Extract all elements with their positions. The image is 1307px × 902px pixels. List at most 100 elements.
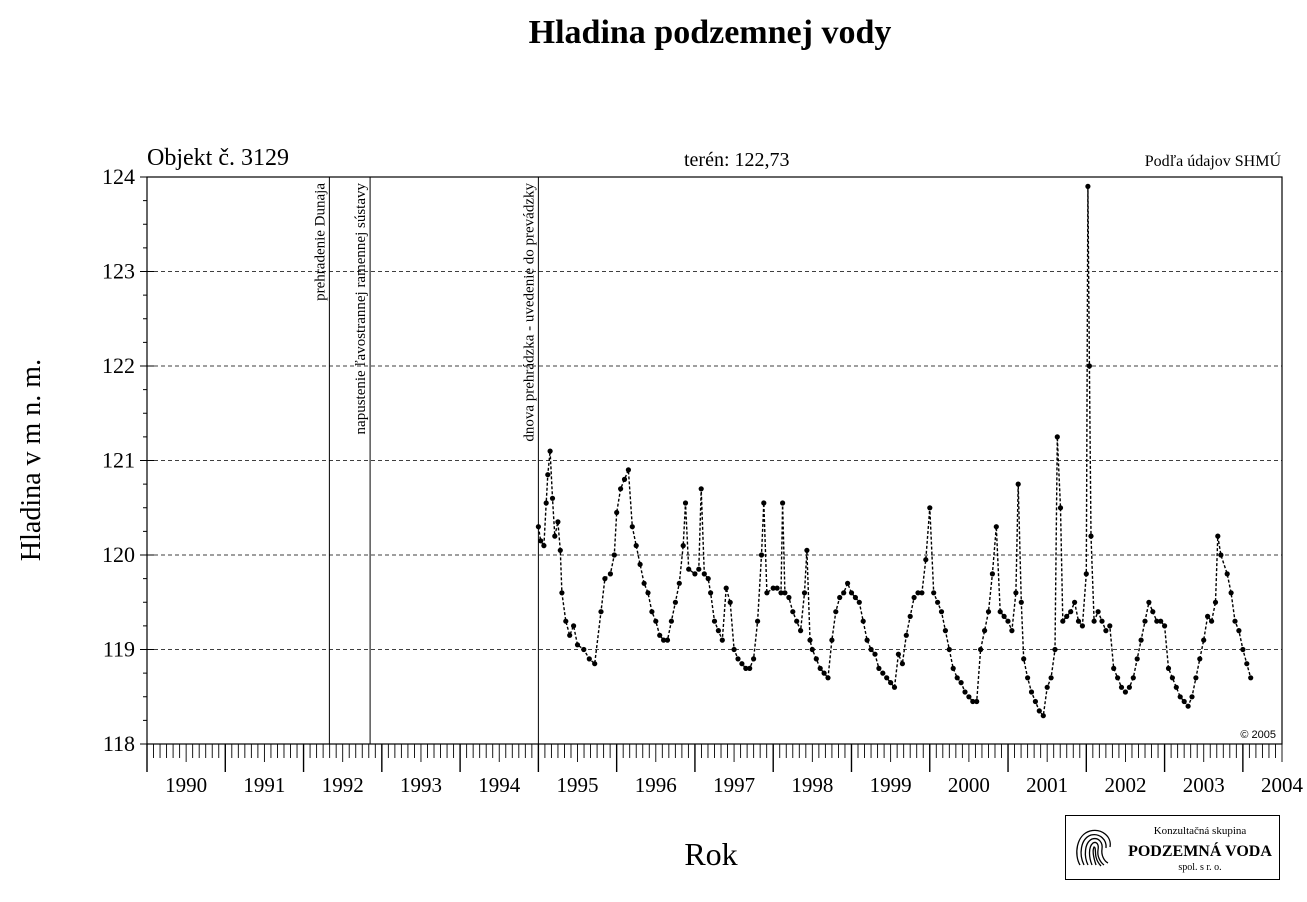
data-point [923, 557, 929, 563]
x-tick-label: 2002 [1104, 773, 1146, 797]
logo-line-2: PODZEMNÁ VODA [1128, 843, 1272, 860]
axes: 118 119 120 121 122 123 124 1990 1991 1992 1993 199… [102, 164, 1304, 797]
data-point [1025, 675, 1031, 681]
data-point [1169, 675, 1175, 681]
data-point [778, 590, 784, 596]
data-point [592, 661, 598, 667]
data-point [1103, 628, 1109, 634]
data-point [1028, 689, 1035, 695]
data-point [633, 543, 639, 549]
data-point [807, 637, 813, 643]
data-point [1154, 618, 1160, 624]
data-point [751, 656, 757, 662]
data-point [876, 665, 882, 672]
x-tick-label: 1995 [557, 773, 599, 797]
source-label: Podľa údajov SHMÚ [1144, 153, 1281, 170]
data-point [581, 646, 587, 653]
data-point [739, 661, 745, 667]
data-point [637, 561, 643, 568]
data-point [1197, 656, 1203, 662]
data-point [829, 637, 835, 643]
data-point [1013, 590, 1019, 596]
data-point [698, 486, 704, 492]
data-point [821, 670, 827, 676]
data-point [1228, 590, 1234, 596]
y-tick-label: 123 [102, 259, 135, 284]
data-point [801, 590, 808, 596]
data-point [535, 524, 542, 530]
x-tick-label: 1990 [165, 773, 207, 797]
data-point [1158, 618, 1164, 624]
copyright-label: © 2005 [1240, 729, 1276, 741]
x-tick-label: 1997 [713, 773, 755, 797]
data-point [935, 599, 941, 605]
data-point [552, 533, 558, 539]
data-point [884, 675, 890, 681]
data-point [1218, 552, 1224, 558]
data-point [774, 585, 780, 591]
x-tick-label: 1998 [791, 773, 833, 797]
x-tick-label: 1992 [322, 773, 364, 797]
data-point [1064, 613, 1070, 620]
data-point [1036, 708, 1042, 714]
data-point [794, 618, 800, 624]
data-point [809, 646, 815, 653]
data-point [1091, 618, 1097, 624]
logo-line-1: Konzultačná skupina [1153, 825, 1247, 837]
data-point [538, 538, 544, 544]
data-point [1068, 609, 1074, 615]
data-point [1177, 694, 1183, 700]
data-point [557, 547, 563, 553]
data-point [559, 590, 565, 596]
data-point [841, 590, 847, 596]
data-point [598, 609, 604, 615]
data-point [1095, 609, 1101, 615]
data-point [1015, 481, 1021, 487]
data-point [1001, 613, 1007, 620]
x-tick-label: 2000 [948, 773, 990, 797]
data-point [880, 670, 886, 676]
grid-lines [147, 271, 1282, 650]
data-point [543, 500, 549, 506]
data-point [1040, 713, 1046, 719]
event-label: napustenie ľavostrannej ramennej sústavy [353, 183, 369, 435]
chart-title: Hladina podzemnej vody [528, 14, 892, 51]
data-point [1201, 637, 1207, 643]
data-point [672, 599, 679, 605]
data-point [731, 646, 737, 653]
data-point [970, 698, 976, 705]
data-point [743, 665, 749, 672]
plot-frame [146, 176, 1283, 745]
data-point [864, 637, 870, 643]
data-point [927, 505, 933, 511]
data-point [545, 472, 551, 478]
data-point [1244, 661, 1250, 667]
terrain-label: terén: 122,73 [684, 149, 790, 171]
data-point [1181, 698, 1187, 705]
data-point [911, 594, 917, 601]
data-point [1052, 646, 1058, 653]
data-point [1185, 703, 1191, 709]
logo-line-3: spol. s r. o. [1178, 862, 1222, 873]
data-point [1146, 599, 1152, 605]
data-point [1018, 599, 1024, 605]
data-point [938, 609, 945, 615]
data-point [899, 661, 906, 667]
data-point [555, 519, 561, 525]
data-point [1054, 434, 1060, 440]
data-point [833, 609, 839, 615]
company-logo: Konzultačná skupina PODZEMNÁ VODA spol. … [1065, 815, 1280, 880]
data-point [837, 594, 843, 601]
data-point [715, 628, 722, 634]
data-point [1085, 183, 1091, 189]
data-point [780, 500, 786, 506]
data-point [942, 628, 949, 634]
event-label: prehradenie Dunaja [312, 183, 328, 301]
data-point [1048, 675, 1054, 681]
data-point [1138, 637, 1144, 643]
data-point [1162, 623, 1168, 629]
data-point [1044, 684, 1050, 690]
data-point [649, 609, 655, 615]
data-point [607, 571, 614, 577]
